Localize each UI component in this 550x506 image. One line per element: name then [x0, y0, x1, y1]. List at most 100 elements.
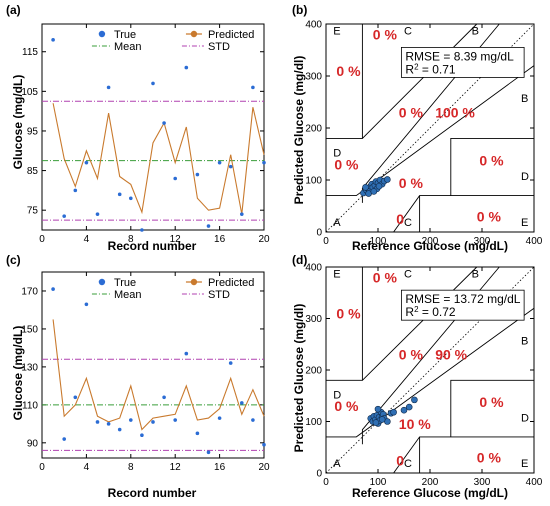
panel-b-pct-zone-d-left: 0 %	[334, 157, 359, 173]
panel-d-xtick-label: 300	[474, 477, 491, 488]
panel-b-data-point	[384, 176, 391, 183]
panel-a-legend-true-marker	[98, 30, 106, 38]
panel-a-xtick-label: 0	[39, 234, 45, 245]
panel-b-error-grid: (b) Reference Glucose (mg/dL) Predicted …	[292, 3, 543, 253]
panel-c-plot-frame	[41, 271, 265, 459]
panel-a-true-point	[206, 224, 211, 228]
panel-a-true-point	[151, 81, 155, 86]
panel-c-ylabel: Glucose (mg/dL)	[11, 326, 25, 421]
panel-c-xlabel: Record number	[108, 486, 197, 500]
panel-a-ytick-label: 105	[21, 87, 38, 98]
panel-c-legend-true-marker	[98, 278, 106, 286]
panel-a-time-series: (a) Record number Glucose (mg/dL) 0 4 8 12 1…	[6, 3, 270, 253]
panel-a-true-point	[173, 176, 177, 181]
panel-d-data-point	[400, 406, 408, 414]
panel-a-true-point	[140, 228, 144, 232]
panel-d-data-point	[390, 408, 397, 416]
panel-c-true-point	[251, 418, 255, 422]
panel-b-ytick-label: 400	[305, 20, 322, 31]
panel-c-true-point	[240, 401, 244, 405]
panel-a-ylabel: Glucose (mg/dL)	[11, 75, 25, 170]
panel-a-true-point	[106, 85, 111, 90]
panel-b-ylabel: Predicted Glucose (mg/dl)	[292, 56, 306, 205]
panel-c-true-point	[151, 420, 155, 424]
panel-d-xtick-label: 200	[422, 477, 439, 488]
panel-c-legend-pred-marker	[190, 278, 198, 286]
panel-c-true-point	[206, 450, 211, 455]
panel-a-true-point	[217, 160, 222, 165]
panel-b-zone-label-c-bottom: C	[404, 217, 412, 229]
panel-a-xtick-label: 20	[258, 234, 270, 245]
panel-d-zone-c-lower-boundary	[393, 436, 534, 474]
panel-b-zone-d-right-boundary	[450, 137, 534, 196]
panel-a-true-point	[62, 214, 66, 218]
panel-a-predicted-line	[52, 103, 265, 215]
panel-b-pct-zone-d-right: 0 %	[479, 152, 504, 168]
panel-d-zone-label-d-right: D	[521, 413, 529, 425]
panel-b-zone-d-e-left-boundary	[326, 24, 363, 139]
panel-c-xtick-label: 8	[128, 462, 134, 473]
panel-b-zone-a-lower-boundary	[326, 65, 535, 197]
panel-a-legend-std-label: STD	[208, 41, 230, 53]
panel-b-xtick-label: 100	[370, 236, 387, 247]
panel-b-zone-label-b-top: B	[472, 25, 479, 37]
panel-d-data-point	[411, 396, 418, 404]
panel-a-true-point	[162, 121, 166, 125]
panel-a-true-point	[129, 196, 133, 201]
panel-c-xtick-label: 20	[258, 462, 270, 473]
panel-a-ytick-label: 115	[22, 47, 38, 58]
panel-b-zone-c-lower-boundary	[393, 195, 534, 233]
panel-d-ytick-label: 200	[305, 366, 322, 377]
panel-d-zone-label-e-top: E	[333, 268, 340, 280]
panel-b-pct-zone-c-top: 0 %	[373, 27, 398, 43]
panel-a-true-point	[195, 172, 200, 177]
panel-d-zone-label-a: A	[333, 458, 341, 470]
panel-c-label: (c)	[6, 253, 21, 267]
panel-b-xtick-label: 200	[422, 236, 439, 247]
panel-a-ytick-label: 85	[27, 166, 39, 177]
panel-d-error-grid: (d) Reference Glucose (mg/dL) Predicted …	[292, 253, 543, 500]
panel-a-legend-mean-label: Mean	[114, 41, 142, 53]
panel-b-zone-label-a: A	[333, 217, 341, 229]
panel-d-pct-zone-e-top: 0 %	[336, 306, 361, 322]
panel-d-pct-zone-d-right: 0 %	[479, 394, 504, 410]
panel-b-rmse-text: RMSE = 8.39 mg/dL	[405, 49, 514, 63]
panel-c-xtick-label: 12	[170, 462, 182, 473]
panel-a-xtick-label: 8	[128, 234, 134, 245]
panel-b-zone-label-e-bottom: E	[521, 217, 528, 229]
panel-c-ytick-label: 110	[22, 400, 38, 411]
panel-a-legend-pred-marker	[190, 30, 198, 38]
panel-b-data-point	[375, 182, 383, 190]
panel-c-xtick-label: 4	[84, 462, 90, 473]
panel-d-zone-c-upper-boundary	[362, 266, 478, 381]
panel-a-true-point	[240, 212, 244, 216]
panel-a-true-point	[73, 188, 78, 193]
panel-c-legend-true-label: True	[114, 277, 136, 289]
panel-d-zone-label-c-bottom: C	[404, 458, 412, 470]
panel-d-data-point	[378, 416, 386, 423]
panel-c-true-point	[129, 418, 133, 422]
panel-d-rmse-text: RMSE = 13.72 mg/dL	[405, 292, 520, 306]
panel-b-stats-box	[400, 47, 525, 78]
panel-c-true-point	[106, 422, 111, 426]
panel-d-ytick-label: 0	[316, 469, 322, 480]
panel-b-zone-label-d-left: D	[333, 148, 341, 160]
panel-d-label: (d)	[292, 253, 307, 267]
panel-c-legend-std-label: STD	[208, 289, 230, 301]
panel-d-pct-zone-d-left: 0 %	[334, 398, 359, 414]
panel-a-legend-true-label: True	[114, 29, 136, 41]
panel-a-true-point	[95, 212, 100, 216]
panel-a-true-point	[251, 85, 255, 90]
panel-d-pct-zone-c-bottom: 0	[396, 452, 404, 468]
panel-b-label: (b)	[292, 3, 307, 17]
panel-a-legend-pred-label: Predicted	[208, 29, 254, 41]
panel-d-ytick-label: 400	[305, 263, 322, 274]
panel-a-true-point	[228, 164, 233, 169]
panel-d-zone-label-d-left: D	[333, 389, 341, 401]
panel-b-ytick-label: 300	[305, 72, 322, 83]
panel-b-pct-zone-e-top: 0 %	[336, 63, 361, 79]
panel-b-xtick-label: 400	[526, 236, 543, 247]
panel-d-pct-zone-e-bottom: 0 %	[477, 450, 502, 466]
panel-c-true-point	[117, 427, 122, 432]
